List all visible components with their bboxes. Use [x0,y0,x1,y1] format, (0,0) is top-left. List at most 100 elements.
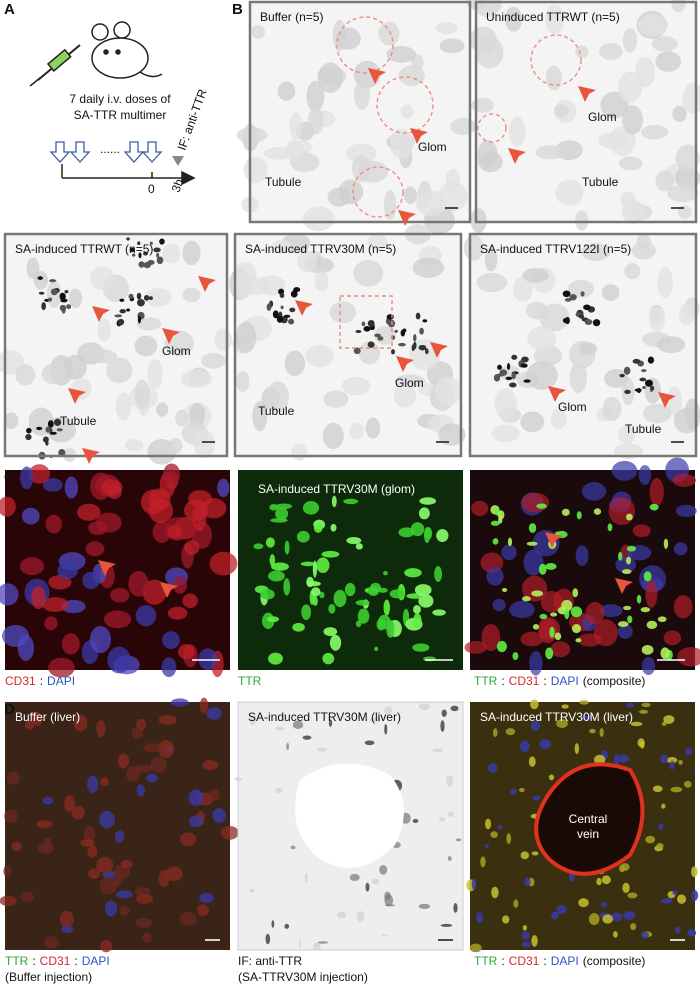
arrowhead [578,86,596,102]
cell [42,478,63,492]
cell [601,875,611,885]
cell [672,890,678,896]
cell [670,786,683,793]
cell [504,6,523,32]
cell [522,268,549,283]
cell [539,613,548,620]
caption-part: CD31 [509,954,540,968]
image-title: SA-induced TTRV30M (liver) [248,710,401,724]
cell [675,166,700,190]
cell [323,627,338,637]
cell [641,644,654,655]
caption-part: : [543,954,546,968]
caption-part: CD31 [40,954,71,968]
dashed-outline [530,34,582,86]
cell [637,14,669,37]
cell [666,756,678,764]
cell [441,709,447,717]
cell [212,808,227,823]
cell [346,536,362,545]
cell [138,261,145,268]
cell [180,369,213,389]
cell [286,742,290,751]
cell [341,376,371,396]
cell [322,422,344,450]
cell [561,704,569,709]
cell [77,503,101,521]
caption: CD31: DAPI [5,674,75,688]
cell [521,492,550,513]
cell [627,892,638,899]
cell [581,243,611,262]
cell [601,284,620,302]
cell [455,838,462,842]
cell [114,830,125,843]
cell [182,593,198,608]
cell [569,293,577,301]
cell [393,382,416,408]
cell [618,551,623,561]
cell [184,540,200,556]
cell [598,132,627,149]
cell [553,104,569,118]
cell [599,42,623,60]
cell [99,810,116,829]
cell [412,613,422,629]
cell [627,615,633,624]
image-frame [3,232,229,458]
cell [663,630,682,646]
panel-label: B [232,1,243,18]
cell [168,437,183,454]
cell [507,537,513,547]
cell [672,473,696,487]
cell [545,65,562,91]
cell [121,859,133,869]
caption: IF: anti-TTR [238,954,302,968]
cell [47,420,54,428]
cell [439,817,446,822]
cell [162,631,180,650]
cell [589,728,596,734]
cell [353,347,361,355]
cell [26,257,40,280]
cell [271,239,292,253]
caption-part: CD31 [509,674,540,688]
cell [617,71,643,104]
cell [470,208,487,233]
cell [506,833,512,845]
cell [571,624,582,634]
cell [371,878,380,885]
cell [658,823,664,831]
cell [148,296,153,301]
dashed-outline [339,295,393,349]
cell [554,632,562,641]
cell [492,598,506,612]
caption-part: DAPI [551,954,579,968]
region-label: Tubule [265,175,302,189]
cell [290,290,298,298]
cell [50,288,58,296]
cell [418,344,427,350]
cell [640,607,651,613]
cell [252,401,268,432]
cell [667,184,699,203]
cell [306,581,321,587]
dosing-text: SA-TTR multimer [74,108,167,122]
cell [622,28,638,53]
cell [471,500,489,517]
cell [344,582,356,597]
cell [142,932,152,944]
cell [650,385,655,391]
cell [490,520,500,526]
cell [572,588,579,598]
cell [45,514,63,534]
cell [68,288,83,309]
cell [540,590,563,613]
cell [167,525,182,539]
cell [100,939,113,953]
cell [135,917,153,928]
timeline-axis [61,156,196,186]
cell [523,379,531,383]
cell [170,698,189,707]
cell [322,652,335,665]
